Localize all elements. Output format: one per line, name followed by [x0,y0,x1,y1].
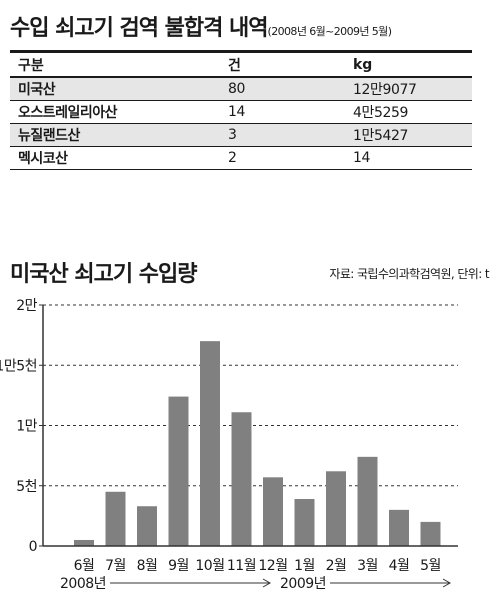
y-tick-label: 0 [29,539,37,555]
cell-kg: 4만5259 [345,100,472,124]
bar [105,491,126,546]
cell-origin: 미국산 [10,77,220,101]
bar [326,471,346,546]
bar [357,456,378,546]
y-tick-label: 1만 [16,419,37,435]
x-tick-label: 1월 [294,558,315,574]
x-tick-label: 10월 [195,558,224,574]
bar [263,477,283,546]
cell-cases: 3 [220,123,345,147]
bar [231,412,252,546]
y-tick-label: 2만 [16,298,37,314]
x-tick-label: 8월 [137,558,158,574]
bar [74,539,94,546]
bar [137,506,157,546]
x-tick-label: 4월 [389,558,410,574]
cell-cases: 2 [220,146,345,170]
y-tick-label: 5천 [16,479,37,495]
column-header-category: 구분 [10,50,220,78]
cell-cases: 14 [220,100,345,124]
table-row: 뉴질랜드산 3 1만5427 [10,123,472,147]
rejection-table: 구분 건 kg 미국산 80 12만9077 오스트레일리아산 14 4만525… [10,50,472,170]
table-row: 미국산 80 12만9077 [10,77,472,101]
bar [168,396,189,546]
cell-kg: 1만5427 [345,123,472,147]
table-title: 수입 쇠고기 검역 불합격 내역(2008년 6월~2009년 5월) [10,10,392,42]
year-label-2009: 2009년 [280,576,326,592]
cell-kg: 12만9077 [345,77,472,101]
table-row: 오스트레일리아산 14 4만5259 [10,100,472,124]
bar [200,341,220,546]
x-tick-label: 2월 [326,558,347,574]
table-title-main: 수입 쇠고기 검역 불합격 내역 [10,16,269,41]
bar [389,509,409,546]
cell-kg: 14 [345,146,472,170]
column-header-cases: 건 [220,50,345,78]
arrow-head-icon [442,578,452,588]
x-tick-label: 11월 [227,558,256,574]
cell-cases: 80 [220,77,345,101]
x-tick-label: 3월 [357,558,378,574]
chart-source-note: 자료: 국립수의과학검역원, 단위: t [329,267,489,281]
cell-origin: 멕시코산 [10,146,220,170]
table-title-period: (2008년 6월~2009년 5월) [267,25,392,38]
cell-origin: 뉴질랜드산 [10,123,220,147]
column-header-kg: kg [345,50,472,78]
x-tick-label: 5월 [420,558,441,574]
x-tick-label: 6월 [74,558,95,574]
table-header-row: 구분 건 kg [10,50,472,78]
chart-title: 미국산 쇠고기 수입량 [10,262,197,287]
x-tick-label: 9월 [168,558,189,574]
year-label-2008: 2008년 [60,576,106,592]
x-tick-label: 7월 [105,558,126,574]
bar [420,521,441,546]
y-tick-label: 1만5천 [0,358,37,374]
table-row: 멕시코산 2 14 [10,146,472,170]
cell-origin: 오스트레일리아산 [10,100,220,124]
bar [294,499,315,546]
arrow-head-icon [262,578,272,588]
x-tick-label: 12월 [258,558,287,574]
